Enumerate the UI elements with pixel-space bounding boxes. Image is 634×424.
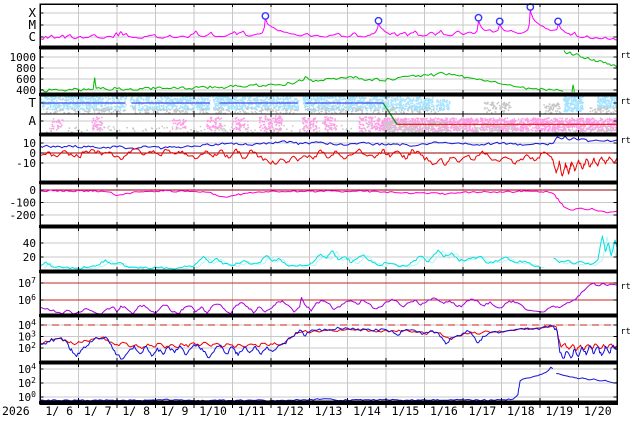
flare-peak-markers — [554, 17, 562, 26]
panel-temp — [40, 96, 617, 114]
xray-flux-line — [40, 9, 617, 41]
realtime-indicator-label: rt — [621, 282, 631, 292]
proton-event-line — [556, 373, 617, 384]
panel-separator — [39, 46, 618, 49]
overlay-layer — [41, 3, 617, 126]
panel-separator — [39, 133, 618, 136]
y-tick-label: 400 — [16, 84, 36, 97]
panel-separator — [39, 314, 618, 317]
x-tick-label: 1/15 — [392, 404, 420, 418]
y-tick-label: 1000 — [10, 51, 37, 64]
plot-frame — [39, 3, 618, 405]
x-tick-label: 1/ 8 — [122, 404, 150, 418]
y-tick-label: 100 — [18, 390, 36, 404]
panel-separator — [39, 181, 618, 184]
panel-separator — [39, 225, 618, 228]
y-tick-label: 104 — [18, 318, 36, 332]
x-tick-label: 1/12 — [276, 404, 304, 418]
panel-prot — [40, 324, 617, 360]
panel-alpha — [45, 115, 617, 133]
x-tick-label: 1/18 — [507, 404, 535, 418]
panel-separator — [39, 361, 618, 364]
y-tick-label: 20 — [23, 251, 36, 264]
y-tick-label: 106 — [18, 293, 36, 307]
solar-wind-speed-line — [563, 50, 617, 68]
density-line — [40, 249, 541, 270]
realtime-indicator-label: rt — [621, 51, 631, 61]
flare-peak-markers — [495, 17, 504, 26]
density-line — [553, 235, 617, 266]
y-tick-label: -200 — [10, 209, 37, 222]
y-tick-label: 102 — [18, 341, 36, 355]
y-tick-label: 104 — [18, 362, 36, 376]
panel-imf — [40, 136, 617, 177]
proton-flux-red-line — [40, 325, 617, 351]
y-tick-label: 102 — [18, 376, 36, 390]
year-label: 2026 — [2, 404, 30, 418]
x-tick-label: 1/ 9 — [161, 404, 189, 418]
y-tick-label: 103 — [18, 330, 36, 344]
x-tick-label: 1/10 — [199, 404, 227, 418]
x-tick-label: 1/ 6 — [45, 404, 73, 418]
axes-layer — [39, 3, 618, 408]
flare-peak-markers — [374, 16, 383, 25]
y-tick-label: C — [28, 29, 36, 44]
realtime-indicator-label: rt — [621, 97, 631, 107]
y-tick-label: M — [28, 17, 36, 32]
solar-wind-speed-line — [571, 84, 575, 93]
x-tick-label: 1/16 — [430, 404, 458, 418]
x-tick-label: 1/11 — [238, 404, 266, 418]
dst-line — [40, 189, 617, 214]
realtime-indicator-label: rt — [621, 136, 631, 146]
panel-elec — [40, 282, 617, 314]
y-tick-label: 107 — [18, 276, 36, 290]
x-tick-label: 1/20 — [584, 404, 612, 418]
x-tick-label: 1/17 — [469, 404, 497, 418]
temperature-scatter — [40, 96, 617, 113]
x-tick-label: 1/19 — [545, 404, 573, 418]
flare-peak-markers — [474, 13, 483, 22]
panel-separator — [39, 270, 618, 273]
y-tick-label: 0 — [29, 184, 36, 197]
y-tick-label: 600 — [16, 73, 36, 86]
y-tick-label: 0 — [29, 147, 36, 160]
x-tick-label: 1/14 — [353, 404, 381, 418]
x-tick-label: 1/13 — [315, 404, 343, 418]
y-tick-label: A — [28, 113, 36, 128]
temperature-gray-scatter — [40, 101, 617, 114]
panel-separator — [39, 93, 618, 96]
y-tick-label: 800 — [16, 62, 36, 75]
electron-flux-line — [40, 282, 617, 314]
panel-speed — [40, 50, 617, 93]
panel-dst — [40, 189, 617, 214]
y-tick-label: 10 — [23, 137, 36, 150]
panel-xray — [40, 9, 617, 41]
y-tick-label: 40 — [23, 237, 36, 250]
realtime-indicator-label: rt — [621, 327, 631, 337]
y-tick-label: X — [28, 5, 36, 20]
x-tick-label: 1/ 7 — [84, 404, 112, 418]
imf-bz-line — [40, 148, 617, 177]
y-tick-label: -100 — [10, 197, 37, 210]
y-tick-label: T — [28, 95, 36, 110]
proton-flux-blue-line — [40, 324, 617, 360]
panel-separator — [39, 401, 618, 404]
solar-wind-speed-line — [40, 71, 564, 93]
y-tick-label: -10 — [16, 157, 36, 170]
flare-peak-markers — [261, 12, 270, 20]
